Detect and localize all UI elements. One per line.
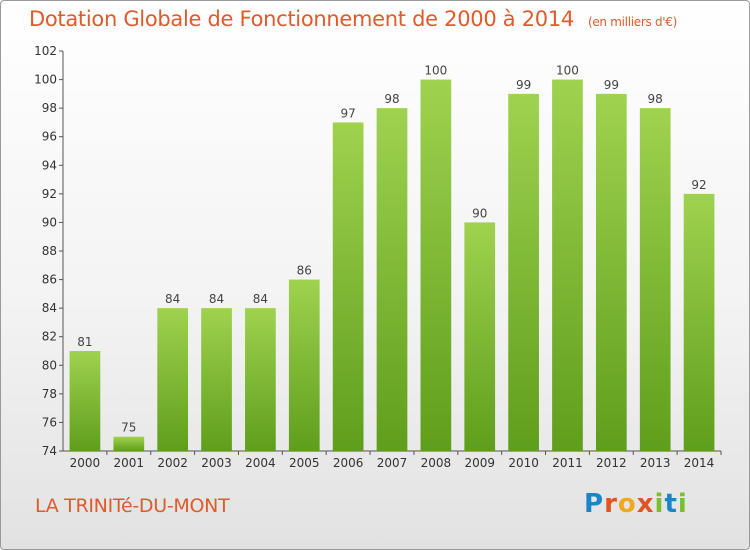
value-label-2002: 84	[165, 292, 180, 306]
value-label-2004: 84	[253, 292, 268, 306]
chart-title: Dotation Globale de Fonctionnement de 20…	[29, 7, 677, 31]
logo-letter: i	[654, 489, 665, 519]
y-tick-label: 90	[42, 215, 57, 229]
logo-letter: P	[584, 489, 605, 519]
value-label-2012: 99	[604, 78, 619, 92]
bar-2005	[288, 279, 320, 451]
y-tick-label: 98	[42, 101, 57, 115]
logo-letter: t	[664, 489, 678, 519]
bar-layer: 81 75 84 84 84 86 97 98 100 90 99 100 99 98 92	[69, 64, 715, 452]
value-label-2013: 98	[648, 92, 663, 106]
value-label-2008: 100	[424, 64, 447, 78]
commune-name: LA TRINITé-DU-MONT	[35, 495, 230, 517]
logo-letter: r	[604, 489, 618, 519]
y-tick-label: 84	[42, 301, 57, 315]
y-tick-label: 82	[42, 330, 57, 344]
y-tick-label: 86	[42, 273, 57, 287]
value-label-2009: 90	[472, 206, 487, 220]
x-tick-label: 2008	[421, 456, 452, 470]
chart-title-text: Dotation Globale de Fonctionnement de 20…	[29, 7, 574, 31]
bar-2006	[332, 122, 364, 451]
value-label-2010: 99	[516, 78, 531, 92]
bar-2009	[464, 222, 496, 451]
bar-2013	[639, 108, 671, 452]
y-tick-label: 76	[42, 415, 57, 429]
bar-2014	[683, 193, 715, 451]
y-tick-label: 88	[42, 244, 57, 258]
bar-2004	[245, 308, 276, 451]
value-label-2011: 100	[556, 64, 579, 78]
chart-unit: (en milliers d'€)	[587, 15, 677, 29]
logo-letter: x	[636, 489, 655, 519]
x-tick-label: 2003	[201, 456, 232, 470]
x-tick-label: 2000	[70, 456, 101, 470]
value-label-2006: 97	[340, 106, 355, 120]
y-tick-label: 96	[42, 130, 57, 144]
x-tick-label: 2002	[157, 456, 188, 470]
value-label-2000: 81	[77, 335, 92, 349]
bar-2001	[113, 436, 145, 451]
x-tick-label: 2001	[114, 456, 145, 470]
y-tick-label: 94	[42, 158, 57, 172]
value-label-2003: 84	[209, 292, 224, 306]
x-tick-label: 2012	[596, 456, 627, 470]
logo-letter: i	[677, 489, 688, 519]
y-tick-label: 100	[34, 73, 57, 87]
bar-2011	[552, 79, 583, 452]
y-tick-label: 78	[42, 387, 57, 401]
bar-2002	[157, 308, 189, 451]
proxiti-logo[interactable]: Proxiti	[584, 489, 688, 519]
y-tick-label: 92	[42, 187, 57, 201]
x-tick-label: 2014	[684, 456, 715, 470]
x-tick-label: 2006	[333, 456, 364, 470]
x-tick-label: 2010	[508, 456, 539, 470]
axis-layer: 74 76 78 80 82 84 86 88 90 92 94 96 98 100 102 2000 2001…	[34, 44, 722, 470]
logo-letter: o	[617, 489, 637, 519]
value-label-2001: 75	[121, 421, 136, 435]
bar-2012	[595, 93, 627, 451]
value-label-2005: 86	[297, 264, 312, 278]
bar-2007	[376, 108, 408, 452]
x-tick-label: 2004	[245, 456, 276, 470]
y-tick-label: 74	[42, 444, 57, 458]
y-tick-label: 102	[34, 44, 57, 58]
value-label-2007: 98	[384, 92, 399, 106]
x-tick-label: 2005	[289, 456, 320, 470]
value-label-2014: 92	[691, 178, 706, 192]
x-tick-label: 2011	[552, 456, 583, 470]
bar-2008	[420, 79, 452, 452]
x-tick-label: 2007	[377, 456, 408, 470]
y-tick-label: 80	[42, 358, 57, 372]
bar-2010	[508, 93, 539, 451]
x-tick-label: 2013	[640, 456, 671, 470]
bar-2003	[201, 308, 232, 451]
x-tick-label: 2009	[464, 456, 495, 470]
bar-2000	[69, 351, 101, 451]
